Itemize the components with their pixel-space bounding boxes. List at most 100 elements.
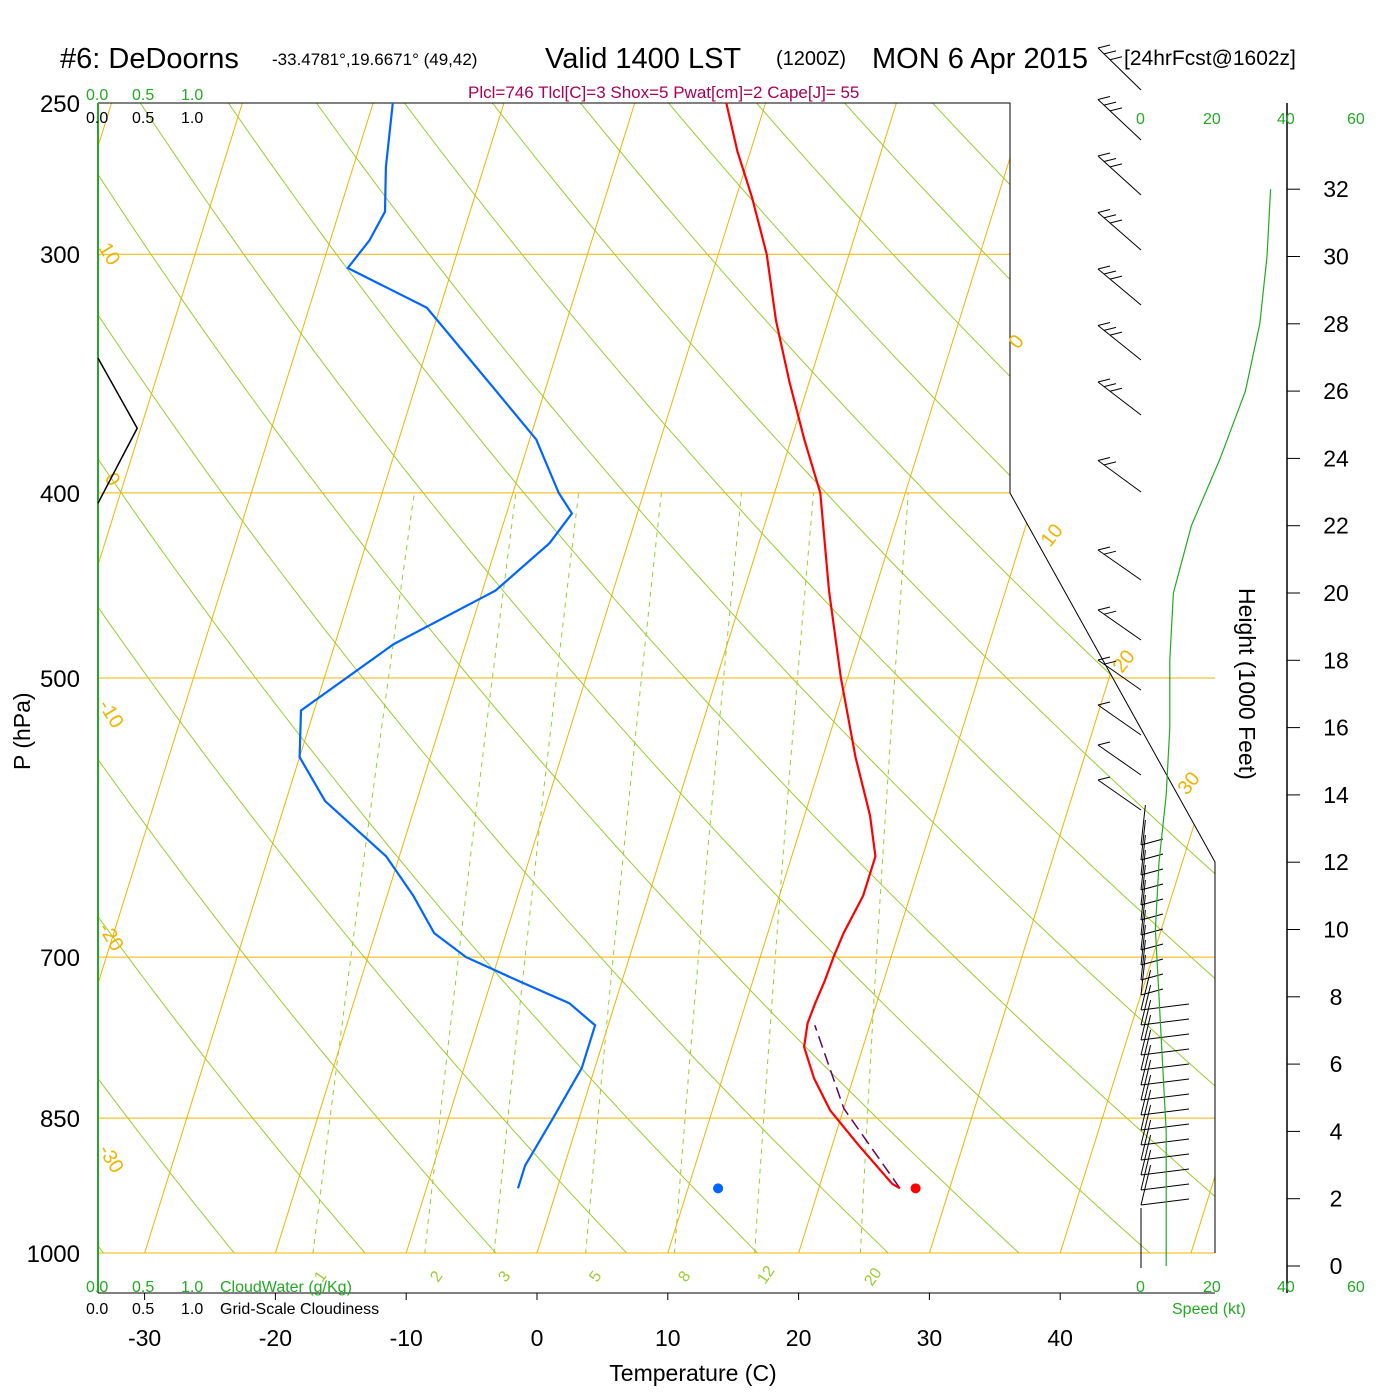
speed-tick: 40 [1277,1279,1295,1296]
parcel-path-line [814,1025,901,1189]
speed-tick: 0 [1136,1279,1145,1296]
cloudwater-tick: 0.0 [86,1279,108,1296]
cloudiness-tick: 0.5 [132,1301,154,1318]
y-tick-label: 400 [40,481,80,508]
x-tick-label: 10 [655,1325,681,1351]
temperature-ticks: -30 -20 -10 0 10 20 30 40 [128,1293,1073,1351]
cloudwater-scale-top: 0.0 0.5 1.0 0.0 0.5 1.0 [86,87,203,127]
speed-tick: 40 [1277,111,1295,128]
station-coords: -33.4781°,19.6671° (49,42) [272,50,477,69]
speed-scale-top: 0 20 40 60 [1136,111,1365,128]
wind-barb [1097,606,1142,641]
cloudwater-tick: 0.5 [132,87,154,104]
wind-barbs [1097,44,1190,1206]
isotherm-line [1059,103,1215,1253]
x-tick-label: 20 [786,1325,812,1351]
wind-barb [1097,322,1142,361]
cloudwater-scale-bottom: 0.0 0.5 1.0 CloudWater (g/Kg) 0.0 0.5 1.… [86,1279,379,1318]
cloudwater-tick: 0.5 [132,1279,154,1296]
wind-barb [1140,999,1190,1041]
mixing-ratio-line [307,492,415,1253]
isotherm-label: 30 [1174,768,1205,799]
wind-barb [1097,209,1142,251]
speed-tick: 60 [1347,111,1365,128]
wind-barb [1140,1164,1190,1206]
y-tick-label: 700 [40,945,80,972]
height-tick-label: 32 [1323,176,1349,202]
wind-barb [1140,969,1190,1011]
dry-adiabat-line [639,103,1215,1253]
x-tick-label: -30 [128,1325,161,1351]
wind-barb [1140,939,1164,981]
mixing-ratio-label: 20 [861,1265,885,1289]
forecast-info: [24hrFcst@1602z] [1124,47,1296,70]
speed-scale-bottom: 0 20 40 60 Speed (kt) [1136,1279,1365,1318]
valid-time: Valid 1400 LST [545,43,741,75]
cloudiness-axis-label: Grid-Scale Cloudiness [220,1301,379,1318]
height-tick-label: 0 [1330,1253,1343,1279]
dry-adiabat-line [291,103,1215,1253]
isotherm-line [1190,103,1215,1253]
cloudiness-tick: 0.5 [132,110,154,127]
pressure-ticks: 250 300 400 500 700 850 1000 [27,91,80,1268]
height-tick-label: 8 [1330,984,1343,1010]
mixing-ratio-line [419,492,517,1253]
wind-barb [1140,1014,1190,1056]
wind-barb [1097,44,1142,91]
cloudwater-axis-label: CloudWater (g/Kg) [220,1279,352,1296]
valid-date: MON 6 Apr 2015 [872,43,1088,75]
x-tick-label: 0 [531,1325,544,1351]
cloudwater-tick: 1.0 [181,87,203,104]
height-tick-label: 30 [1323,244,1349,270]
cloudwater-tick: 0.0 [86,87,108,104]
wind-barb [1140,1089,1190,1131]
wind-barb [1140,1134,1190,1176]
height-tick-label: 6 [1330,1051,1343,1077]
isotherm-label: 0 [1005,331,1029,353]
wind-barb [1140,1149,1190,1191]
mixing-ratio-label: 3 [495,1268,514,1285]
dry-adiabat-line [98,103,401,1253]
isotherm-line [1322,103,1400,1253]
height-tick-label: 18 [1323,647,1349,673]
cloudiness-tick: 1.0 [181,1301,203,1318]
height-tick-label: 12 [1323,849,1349,875]
mixing-ratio-line [670,492,742,1253]
height-tick-label: 24 [1323,445,1349,471]
x-tick-label: -10 [390,1325,423,1351]
wind-barb [1140,1029,1190,1071]
speed-tick: 20 [1203,111,1221,128]
speed-tick: 60 [1347,1279,1365,1296]
temperature-line [725,102,901,1190]
height-tick-label: 16 [1323,715,1349,741]
y-tick-label: 1000 [27,1241,80,1268]
wind-barb [1097,776,1142,811]
stability-indices: Plcl=746 Tlcl[C]=3 Shox=5 Pwat[cm]=2 Cap… [468,83,859,102]
cloudiness-tick: 0.0 [86,110,108,127]
wind-barb [1140,1044,1190,1086]
plot-frame [98,102,1216,1253]
cloudiness-tick: 0.0 [86,1301,108,1318]
mixing-ratio-labels: 1 2 3 5 8 12 20 [311,1263,885,1289]
dry-adiabat-line [98,103,931,1253]
isotherm-line [98,103,243,1253]
height-tick-label: 26 [1323,378,1349,404]
wind-barb [1097,265,1142,306]
height-tick-label: 28 [1323,311,1349,337]
height-tick-label: 4 [1330,1118,1343,1144]
dry-adiabat-line [204,103,1215,1253]
dry-adiabat-line [98,103,799,1253]
dry-adiabat-line [378,103,1215,1253]
station-title: #6: DeDoorns [60,43,239,75]
mixing-ratio-line [751,492,815,1253]
wind-barb [1097,152,1142,196]
wind-barb [1097,96,1142,141]
mixing-ratio-line [857,492,909,1253]
x-tick-label: 40 [1047,1325,1073,1351]
wind-barb [1097,378,1142,416]
height-tick-label: 14 [1323,782,1349,808]
cloudiness-profile-line [97,357,139,504]
height-axis-label: Height (1000 Feet) [1234,588,1260,780]
isobar-grid [98,102,1215,1254]
